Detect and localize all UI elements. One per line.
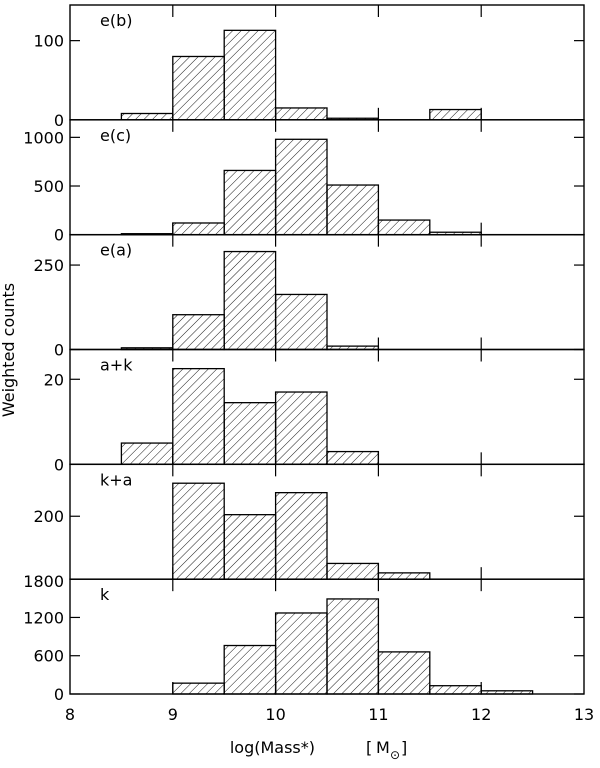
- histogram-panel: 200 k+a: [33, 463, 585, 580]
- x-axis-label-group: log(Mass*) [ M ⊙ ]: [230, 738, 407, 762]
- y-tick-label: 0: [54, 455, 64, 474]
- y-tick-label: 0: [54, 685, 64, 704]
- histogram-panel: 0 250 e(a): [33, 233, 585, 360]
- histogram-bar: [172, 55, 225, 121]
- y-tick-label: 1800: [23, 572, 64, 591]
- x-axis-unit-open-bracket: [: [366, 738, 372, 757]
- x-axis-unit-close-bracket: ]: [401, 738, 407, 757]
- x-tick-label: 8: [65, 705, 75, 724]
- histogram-bar: [223, 514, 277, 580]
- histogram-panel: 0 600 1200 1800 k: [23, 572, 585, 704]
- y-tick-label: 20: [44, 370, 64, 389]
- histogram-bar: [120, 442, 174, 465]
- x-tick-label: 13: [574, 705, 594, 724]
- histogram-bar: [172, 682, 225, 695]
- histogram-bar: [377, 651, 431, 695]
- y-axis-label: Weighted counts: [0, 283, 18, 417]
- histogram-bar: [377, 572, 431, 580]
- histogram-bar: [223, 169, 277, 236]
- histogram-bar: [172, 222, 225, 236]
- y-tick-label: 250: [33, 256, 64, 275]
- histogram-bar: [223, 402, 277, 465]
- panel-label: e(c): [100, 126, 131, 145]
- y-tick-label: 0: [54, 341, 64, 360]
- y-tick-label: 1000: [23, 128, 64, 147]
- histogram-bar: [274, 107, 328, 121]
- panel-label: k+a: [100, 470, 132, 489]
- histogram-bar: [377, 219, 431, 236]
- histogram-panel: 0 100 e(b): [33, 4, 585, 130]
- histogram-bar: [429, 685, 482, 695]
- histogram-bar: [223, 250, 277, 351]
- x-tick-label: 11: [368, 705, 388, 724]
- x-axis-label: log(Mass*): [230, 738, 315, 757]
- histogram-panel: 0 500 1000 e(c): [23, 119, 585, 245]
- histogram-bar: [223, 644, 277, 695]
- histogram-bar: [172, 367, 225, 465]
- panel-label: k: [100, 585, 110, 604]
- y-tick-label: 0: [54, 226, 64, 245]
- y-tick-label: 500: [33, 177, 64, 196]
- x-tick-label: 9: [168, 705, 178, 724]
- panel-label: e(b): [100, 11, 132, 30]
- panel-frame: [69, 4, 585, 121]
- histogram-bar: [429, 108, 482, 121]
- panel-label: e(a): [100, 241, 132, 260]
- histogram-bar: [274, 391, 328, 465]
- histogram-bar: [326, 598, 380, 695]
- panel-label: a+k: [100, 356, 133, 375]
- histogram-bar: [326, 450, 380, 465]
- y-tick-label: 1200: [23, 608, 64, 627]
- x-tick-label: 10: [265, 705, 285, 724]
- panels-layer: 0 100 e(b) 0 500 1000 e(c) 0 250 e(a) 0 20 a+k 200 k+a…: [23, 4, 585, 704]
- histogram-bar: [274, 138, 328, 236]
- histogram-bar: [326, 562, 380, 580]
- histogram-bar: [172, 314, 225, 351]
- histogram-bar: [274, 293, 328, 351]
- y-tick-label: 200: [33, 507, 64, 526]
- x-axis-unit: M: [376, 738, 390, 757]
- histogram-bar: [326, 184, 380, 236]
- histogram-panel: 0 20 a+k: [44, 348, 585, 474]
- y-tick-label: 100: [33, 32, 64, 51]
- histogram-bar: [274, 612, 328, 695]
- histogram-bar: [172, 482, 225, 580]
- histogram-bar: [223, 29, 277, 121]
- y-tick-label: 600: [33, 647, 64, 666]
- x-axis-unit-sun-symbol: ⊙: [390, 748, 400, 762]
- y-tick-label: 0: [54, 111, 64, 130]
- histogram-bar: [274, 491, 328, 580]
- histogram-bar: [120, 112, 174, 121]
- x-tick-label: 12: [471, 705, 491, 724]
- panel-frame: [69, 578, 585, 695]
- x-axis: 8 9 10 11 12 13: [65, 705, 594, 724]
